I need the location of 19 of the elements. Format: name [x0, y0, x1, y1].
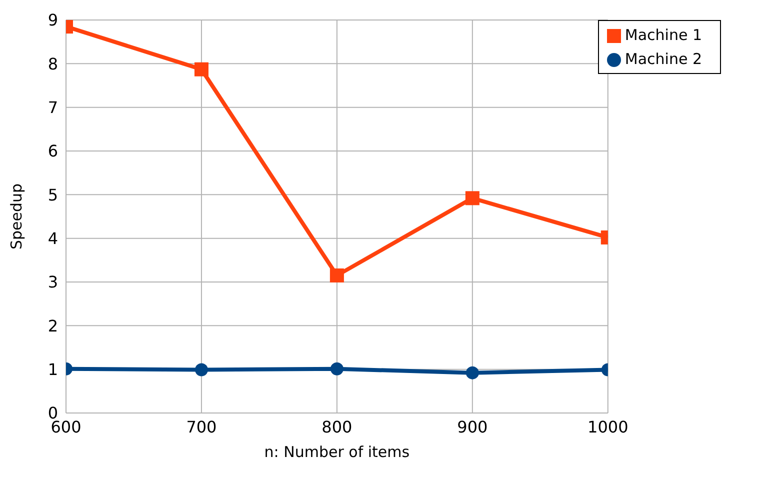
x-tick-label: 900 — [457, 417, 488, 436]
x-tick-label: 800 — [322, 417, 352, 436]
point — [330, 268, 344, 282]
y-tick-label: 9 — [48, 10, 58, 30]
y-tick-label: 3 — [48, 272, 58, 292]
y-tick-label: 6 — [48, 142, 58, 161]
y-tick-label: 5 — [48, 185, 58, 204]
y-tick-label: 8 — [48, 54, 58, 74]
legend-label: Machine 1 — [624, 26, 702, 44]
y-tick-label: 2 — [48, 316, 58, 336]
x-tick-label: 1000 — [588, 417, 628, 436]
y-tick-label: 4 — [48, 229, 58, 248]
y-tick-label: 7 — [48, 98, 58, 118]
point — [330, 362, 344, 376]
legend-label: Machine 2 — [624, 50, 702, 68]
y-tick-label: 1 — [48, 360, 58, 380]
x-axis-title: n: Number of items — [264, 443, 410, 461]
y-axis-title: Speedup — [7, 183, 26, 250]
x-tick-label: 700 — [186, 417, 217, 436]
